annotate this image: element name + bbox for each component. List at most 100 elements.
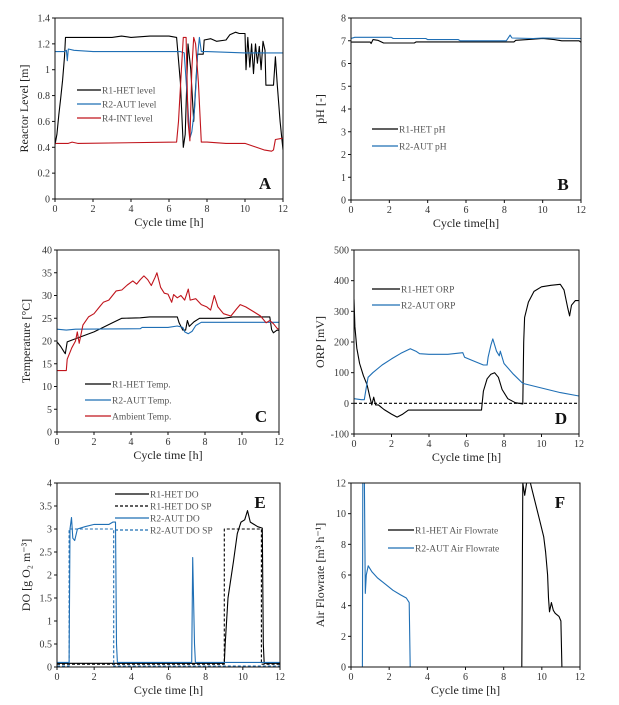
series-line-r1-het-orp bbox=[354, 283, 579, 418]
y-tick-label: 1.4 bbox=[38, 14, 51, 25]
y-tick-label: 1 bbox=[45, 65, 50, 76]
legend: R1-HET level R2-AUT level R4-INT level bbox=[77, 87, 157, 125]
y-axis-title: Air Flowrate [m³ h⁻¹] bbox=[313, 523, 327, 628]
series-group bbox=[351, 482, 580, 668]
legend-label: R4-INT level bbox=[102, 115, 153, 125]
chart-panel-f: 0 2 4 6 8 10 12 0 2 4 6 8 10 12 Cycle time [h] Air Flow… bbox=[313, 479, 585, 698]
y-tick-label: 4 bbox=[47, 479, 52, 490]
y-tick-label: 20 bbox=[42, 337, 52, 348]
x-tick-label: 0 bbox=[53, 204, 58, 215]
x-tick-label: 12 bbox=[576, 205, 586, 216]
y-tick-label: -100 bbox=[331, 430, 349, 441]
plot-frame bbox=[353, 249, 580, 435]
series-line-r1-het-air-flowrate bbox=[351, 482, 580, 668]
x-tick-label: 12 bbox=[274, 437, 284, 448]
plot-frame bbox=[350, 482, 581, 668]
y-tick-label: 2 bbox=[47, 571, 52, 582]
x-axis-title: Cycle time [h] bbox=[134, 215, 203, 229]
x-tick-label: 10 bbox=[537, 439, 547, 450]
y-tick-label: 0.6 bbox=[38, 117, 51, 128]
y-tick-label: 200 bbox=[334, 338, 349, 349]
x-tick-label: 6 bbox=[166, 437, 171, 448]
series-line-r2-aut-air-flowrate bbox=[351, 482, 580, 668]
series-line-r2-aut-level bbox=[55, 36, 283, 139]
x-tick-label: 12 bbox=[275, 672, 285, 683]
legend-label: R2-AUT DO SP bbox=[150, 527, 213, 537]
y-tick-label: 3.5 bbox=[40, 502, 53, 513]
y-tick-label: 2 bbox=[341, 150, 346, 161]
x-tick-label: 10 bbox=[538, 205, 548, 216]
legend: R1-HET ORP R2-AUT ORP bbox=[372, 286, 455, 312]
x-axis-title: Cycle time [h] bbox=[431, 683, 500, 697]
y-tick-label: 4 bbox=[341, 105, 346, 116]
panel-letter: E bbox=[254, 493, 265, 512]
x-tick-label: 4 bbox=[129, 437, 134, 448]
x-tick-label: 8 bbox=[205, 204, 210, 215]
legend-label: R1-HET DO bbox=[150, 491, 199, 501]
legend-label: R1-HET ORP bbox=[401, 286, 454, 296]
series-line-r4-int-level bbox=[55, 36, 283, 152]
series-line-r1-het-do bbox=[57, 510, 280, 664]
series-line-r1-het-do-sp bbox=[57, 528, 280, 665]
legend-label: R1-HET pH bbox=[399, 126, 446, 136]
y-tick-label: 0.2 bbox=[38, 169, 51, 180]
series-group bbox=[354, 283, 579, 418]
legend-label: R2-AUT Air Flowrate bbox=[415, 545, 499, 555]
x-tick-label: 8 bbox=[203, 672, 208, 683]
series-line-r2-aut-do-sp bbox=[57, 528, 280, 667]
legend-label: Ambient Temp. bbox=[112, 413, 171, 423]
x-axis-title: Cycle time [h] bbox=[133, 448, 202, 462]
x-tick-label: 12 bbox=[278, 204, 288, 215]
x-tick-label: 8 bbox=[203, 437, 208, 448]
y-tick-label: 5 bbox=[341, 82, 346, 93]
legend: R1-HET Temp. R2-AUT Temp. Ambient Temp. bbox=[85, 381, 172, 423]
y-tick-label: 10 bbox=[42, 382, 52, 393]
legend: R1-HET DO R1-HET DO SP R2-AUT DO R2-AUT DO … bbox=[115, 491, 213, 537]
y-tick-label: 0 bbox=[341, 663, 346, 674]
y-tick-label: 8 bbox=[341, 540, 346, 551]
y-tick-label: 35 bbox=[42, 268, 52, 279]
x-tick-label: 10 bbox=[237, 437, 247, 448]
y-axis-title: Temperature [°C] bbox=[19, 299, 33, 383]
y-tick-label: 10 bbox=[336, 509, 346, 520]
legend-label: R2-AUT level bbox=[102, 101, 157, 111]
y-tick-label: 1 bbox=[47, 617, 52, 628]
x-tick-label: 0 bbox=[352, 439, 357, 450]
y-tick-label: 6 bbox=[341, 571, 346, 582]
series-line-r2-aut-do bbox=[57, 516, 280, 663]
y-tick-label: 5 bbox=[47, 405, 52, 416]
series-group bbox=[55, 31, 283, 152]
series-line-ambient-temp- bbox=[57, 272, 279, 372]
x-tick-label: 2 bbox=[91, 204, 96, 215]
x-tick-label: 10 bbox=[240, 204, 250, 215]
y-tick-label: 0.4 bbox=[38, 143, 51, 154]
series-line-r2-aut-orp bbox=[354, 338, 579, 401]
x-tick-label: 12 bbox=[575, 672, 585, 683]
x-tick-label: 2 bbox=[92, 437, 97, 448]
y-tick-label: 7 bbox=[341, 36, 346, 47]
series-line-r1-het-temp- bbox=[57, 316, 279, 355]
y-tick-label: 3 bbox=[341, 127, 346, 138]
legend-label: R2-AUT ORP bbox=[401, 302, 455, 312]
y-axis-title: pH [-] bbox=[313, 94, 327, 124]
y-tick-label: 0 bbox=[45, 195, 50, 206]
y-tick-label: 0 bbox=[47, 663, 52, 674]
x-tick-label: 0 bbox=[349, 672, 354, 683]
legend: R1-HET pH R2-AUT pH bbox=[372, 126, 447, 153]
chart-panel-a: 0 2 4 6 8 10 12 0 0.2 0.4 0.6 0.8 1 1.2 1.4 Cycle time … bbox=[17, 14, 288, 230]
y-tick-label: 100 bbox=[334, 368, 349, 379]
y-tick-label: 3 bbox=[47, 525, 52, 536]
y-tick-label: 8 bbox=[341, 14, 346, 25]
y-tick-label: 40 bbox=[42, 246, 52, 257]
y-tick-label: 15 bbox=[42, 359, 52, 370]
y-tick-label: 4 bbox=[341, 601, 346, 612]
legend-label: R1-HET Air Flowrate bbox=[415, 527, 498, 537]
x-tick-label: 2 bbox=[387, 672, 392, 683]
x-tick-label: 6 bbox=[167, 204, 172, 215]
x-tick-label: 6 bbox=[463, 672, 468, 683]
legend-label: R1-HET DO SP bbox=[150, 503, 212, 513]
x-tick-label: 4 bbox=[425, 205, 430, 216]
series-line-r2-aut-temp- bbox=[57, 321, 279, 335]
x-tick-label: 0 bbox=[55, 437, 60, 448]
